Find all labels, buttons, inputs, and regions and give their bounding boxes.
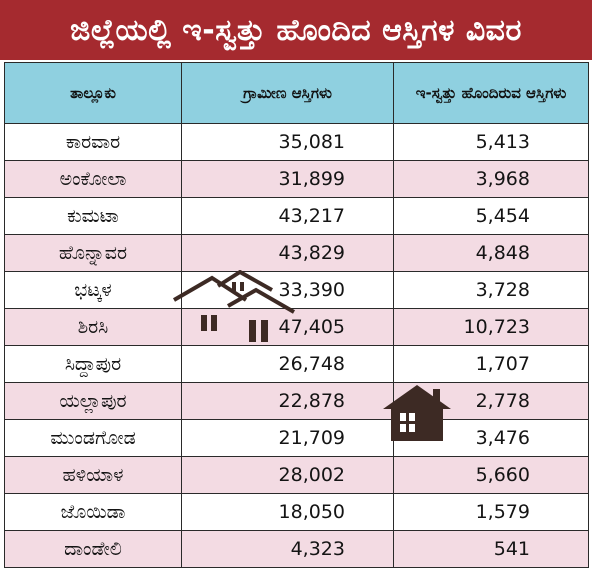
taluk-cell: ಹಳಿಯಾಳ <box>4 456 182 494</box>
rural-assets-cell: 35,081 <box>181 123 394 161</box>
table-row: ಕಾರವಾರ 35,081 5,413 <box>4 123 589 161</box>
table-row: ಸಿದ್ದಾಪುರ 26,748 1,707 <box>4 345 589 383</box>
taluk-cell: ಜೊಯಿಡಾ <box>4 493 182 531</box>
table-row: ಹಳಿಯಾಳ 28,002 5,660 <box>4 456 589 494</box>
assets-table: ತಾಲ್ಲೂಕು ಗ್ರಾಮೀಣ ಆಸ್ತಿಗಳು ಇ-ಸ್ವತ್ತು ಹೊಂದ… <box>4 62 589 568</box>
rural-assets-cell: 26,748 <box>181 345 394 383</box>
e-swathu-assets-cell: 1,707 <box>393 345 589 383</box>
rural-assets-cell: 28,002 <box>181 456 394 494</box>
e-swathu-assets-cell: 1,579 <box>393 493 589 531</box>
page-title: ಜಿಲ್ಲೆಯಲ್ಲಿ ಇ-ಸ್ವತ್ತು ಹೊಂದಿದ ಆಸ್ತಿಗಳ ವಿವ… <box>0 0 592 60</box>
taluk-cell: ಸಿದ್ದಾಪುರ <box>4 345 182 383</box>
e-swathu-assets-cell: 10,723 <box>393 308 589 346</box>
e-swathu-assets-cell: 5,660 <box>393 456 589 494</box>
e-swathu-assets-cell: 2,778 <box>393 382 589 420</box>
rural-assets-cell: 43,217 <box>181 197 394 235</box>
e-swathu-assets-cell: 3,728 <box>393 271 589 309</box>
table-row: ಅಂಕೋಲಾ 31,899 3,968 <box>4 160 589 198</box>
taluk-cell: ಯಲ್ಲಾಪುರ <box>4 382 182 420</box>
e-swathu-assets-cell: 4,848 <box>393 234 589 272</box>
table-row: ಹೊನ್ನಾವರ 43,829 4,848 <box>4 234 589 272</box>
taluk-cell: ಶಿರಸಿ <box>4 308 182 346</box>
header-taluk: ತಾಲ್ಲೂಕು <box>4 62 182 124</box>
table-body: ಕಾರವಾರ 35,081 5,413 ಅಂಕೋಲಾ 31,899 3,968 ಕುಮಟಾ 4… <box>4 123 589 568</box>
table-header-row: ತಾಲ್ಲೂಕು ಗ್ರಾಮೀಣ ಆಸ್ತಿಗಳು ಇ-ಸ್ವತ್ತು ಹೊಂದ… <box>4 62 589 124</box>
e-swathu-assets-cell: 5,454 <box>393 197 589 235</box>
table-row: ಕುಮಟಾ 43,217 5,454 <box>4 197 589 235</box>
taluk-cell: ಅಂಕೋಲಾ <box>4 160 182 198</box>
rural-assets-cell: 21,709 <box>181 419 394 457</box>
e-swathu-assets-cell: 3,476 <box>393 419 589 457</box>
taluk-cell: ಕಾರವಾರ <box>4 123 182 161</box>
header-rural-assets: ಗ್ರಾಮೀಣ ಆಸ್ತಿಗಳು <box>181 62 394 124</box>
taluk-cell: ಹೊನ್ನಾವರ <box>4 234 182 272</box>
header-e-swathu-assets: ಇ-ಸ್ವತ್ತು ಹೊಂದಿರುವ ಆಸ್ತಿಗಳು <box>393 62 589 124</box>
table-row: ಮುಂಡಗೋಡ 21,709 3,476 <box>4 419 589 457</box>
table-row: ಭಟ್ಕಳ 33,390 3,728 <box>4 271 589 309</box>
rural-assets-cell: 43,829 <box>181 234 394 272</box>
table-row: ಶಿರಸಿ 47,405 10,723 <box>4 308 589 346</box>
rural-assets-cell: 18,050 <box>181 493 394 531</box>
rural-assets-cell: 47,405 <box>181 308 394 346</box>
rural-assets-cell: 22,878 <box>181 382 394 420</box>
table-row: ಯಲ್ಲಾಪುರ 22,878 2,778 <box>4 382 589 420</box>
e-swathu-assets-cell: 5,413 <box>393 123 589 161</box>
e-swathu-assets-cell: 3,968 <box>393 160 589 198</box>
table-row: ಜೊಯಿಡಾ 18,050 1,579 <box>4 493 589 531</box>
taluk-cell: ಕುಮಟಾ <box>4 197 182 235</box>
taluk-cell: ಭಟ್ಕಳ <box>4 271 182 309</box>
rural-assets-cell: 31,899 <box>181 160 394 198</box>
rural-assets-cell: 33,390 <box>181 271 394 309</box>
taluk-cell: ಮುಂಡಗೋಡ <box>4 419 182 457</box>
